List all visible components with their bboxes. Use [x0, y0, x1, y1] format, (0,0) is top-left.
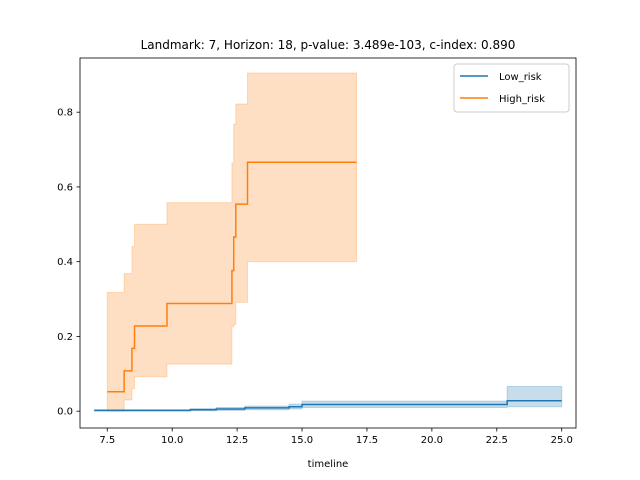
x-tick-label: 10.0: [161, 435, 183, 446]
x-tick-label: 25.0: [551, 435, 573, 446]
axes: [79, 57, 577, 429]
x-axis-ticks: 7.5 10.0 12.5 15.0 17.5 20.0 22.5 25.0: [99, 428, 573, 446]
confidence-band-high-risk: [106, 72, 358, 412]
x-tick-label: 15.0: [291, 435, 313, 446]
x-tick-label: 17.5: [356, 435, 378, 446]
legend-label-high-risk: High_risk: [499, 94, 545, 105]
y-tick-label: 0.0: [57, 407, 73, 418]
y-axis-ticks: 0.0 0.2 0.4 0.6 0.8: [57, 108, 80, 418]
series-line-high-risk: [107, 161, 357, 393]
y-tick-label: 0.8: [57, 108, 73, 119]
x-tick-label: 20.0: [421, 435, 443, 446]
chart-title: Landmark: 7, Horizon: 18, p-value: 3.489…: [141, 38, 516, 52]
x-axis-label: timeline: [308, 459, 349, 470]
y-tick-label: 0.6: [57, 182, 73, 193]
x-tick-label: 12.5: [226, 435, 248, 446]
legend: Low_risk High_risk: [453, 63, 570, 113]
y-tick-label: 0.2: [57, 332, 73, 343]
legend-label-low-risk: Low_risk: [499, 72, 542, 83]
plot-frame: [79, 57, 577, 429]
confidence-bands: [93, 72, 563, 412]
series-line-low-risk: [94, 399, 562, 412]
x-tick-label: 7.5: [99, 435, 115, 446]
confidence-band-low-risk: [93, 386, 563, 412]
series-lines: [94, 161, 562, 412]
x-tick-label: 22.5: [486, 435, 508, 446]
y-tick-label: 0.4: [57, 257, 73, 268]
